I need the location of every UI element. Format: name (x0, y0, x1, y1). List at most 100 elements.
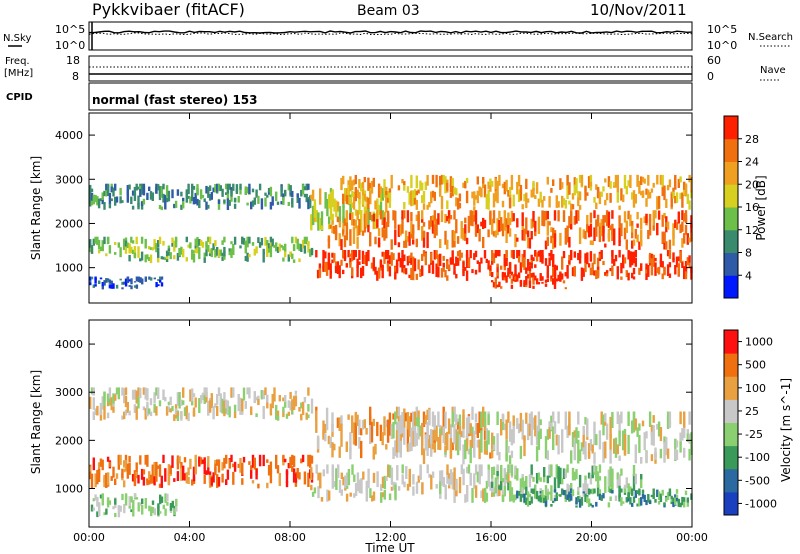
heatmap-cell (278, 481, 281, 487)
heatmap-cell (620, 411, 623, 424)
heatmap-cell (437, 213, 440, 225)
heatmap-cell (568, 254, 571, 266)
heatmap-cell (677, 502, 680, 507)
heatmap-cell (175, 505, 178, 512)
heatmap-cell (103, 280, 106, 286)
heatmap-cell (491, 250, 494, 261)
heatmap-cell (582, 447, 585, 455)
heatmap-cell (386, 191, 390, 204)
heatmap-cell (223, 236, 226, 243)
heatmap-cell (401, 216, 404, 234)
heatmap-cell (322, 250, 325, 260)
heatmap-cell (568, 260, 571, 264)
heatmap-cell (580, 267, 584, 281)
heatmap-cell (464, 494, 467, 503)
heatmap-cell (338, 221, 342, 228)
heatmap-cell (291, 253, 294, 260)
heatmap-cell (269, 243, 273, 249)
heatmap-cell (150, 506, 153, 517)
heatmap-cell (521, 494, 524, 498)
heatmap-cell (327, 235, 331, 242)
heatmap-cell (336, 417, 340, 428)
heatmap-cell (643, 216, 646, 223)
heatmap-cell (523, 257, 526, 270)
heatmap-cell (233, 203, 237, 209)
heatmap-cell (266, 245, 269, 257)
heatmap-cell (428, 409, 431, 426)
heatmap-cell (242, 456, 246, 463)
heatmap-cell (412, 229, 415, 234)
heatmap-cell (602, 225, 605, 242)
heatmap-cell (164, 200, 167, 210)
heatmap-cell (503, 181, 506, 195)
heatmap-cell (453, 230, 456, 241)
heatmap-cell (618, 414, 621, 438)
heatmap-cell (449, 438, 453, 458)
heatmap-cell (289, 401, 292, 411)
heatmap-cell (386, 210, 390, 227)
velocity-y-axis-label: Slant Range [km] (29, 370, 43, 474)
heatmap-cell (598, 430, 602, 450)
heatmap-cell (645, 500, 648, 506)
heatmap-cell (133, 493, 137, 499)
heatmap-cell (498, 210, 501, 219)
heatmap-cell (489, 210, 492, 220)
heatmap-cell (523, 493, 526, 502)
heatmap-cell (160, 475, 163, 488)
heatmap-cell (264, 387, 267, 396)
heatmap-cell (677, 263, 680, 276)
heatmap-cell (315, 210, 318, 223)
heatmap-cell (632, 251, 636, 264)
heatmap-cell (467, 215, 471, 233)
nsky-tick-low: 10^0 (55, 39, 85, 52)
heatmap-cell (616, 174, 619, 188)
heatmap-cell (135, 236, 138, 245)
heatmap-cell (424, 252, 427, 262)
heatmap-cell (89, 396, 92, 409)
heatmap-cell (430, 474, 433, 490)
heatmap-cell (421, 265, 424, 271)
heatmap-cell (433, 250, 436, 260)
heatmap-cell (135, 284, 139, 289)
heatmap-cell (611, 265, 614, 276)
heatmap-cell (507, 212, 510, 225)
heatmap-cell (108, 500, 112, 505)
colorbar-tick-label: -500 (745, 474, 770, 487)
heatmap-cell (89, 195, 92, 207)
heatmap-cell (525, 280, 528, 285)
heatmap-cell (640, 229, 643, 245)
heatmap-cell (309, 249, 312, 257)
heatmap-cell (363, 254, 366, 265)
heatmap-cell (246, 186, 249, 194)
heatmap-cell (573, 471, 576, 481)
heatmap-cell (670, 499, 673, 502)
heatmap-cell (523, 282, 526, 287)
heatmap-cell (369, 190, 372, 205)
heatmap-cell (333, 225, 336, 234)
heatmap-cell (564, 468, 567, 478)
heatmap-cell (410, 212, 413, 222)
heatmap-cell (246, 387, 249, 395)
heatmap-cell (335, 200, 338, 218)
heatmap-cell (296, 468, 299, 479)
heatmap-cell (89, 276, 92, 281)
heatmap-cell (577, 191, 580, 197)
heatmap-cell (553, 272, 557, 276)
heatmap-cell (641, 190, 645, 198)
heatmap-cell (203, 257, 206, 263)
heatmap-cell (559, 178, 562, 190)
heatmap-cell (112, 466, 115, 478)
heatmap-cell (478, 411, 481, 433)
heatmap-cell (636, 174, 639, 186)
heatmap-cell (216, 405, 219, 416)
heatmap-cell (219, 185, 222, 192)
heatmap-cell (408, 416, 411, 437)
heatmap-cell (275, 242, 278, 252)
heatmap-cell (164, 257, 167, 261)
heatmap-cell (674, 448, 677, 460)
heatmap-cell (519, 478, 523, 492)
heatmap-cell (645, 431, 648, 439)
heatmap-cell (296, 193, 299, 198)
heatmap-cell (284, 247, 287, 258)
heatmap-cell (114, 242, 117, 245)
